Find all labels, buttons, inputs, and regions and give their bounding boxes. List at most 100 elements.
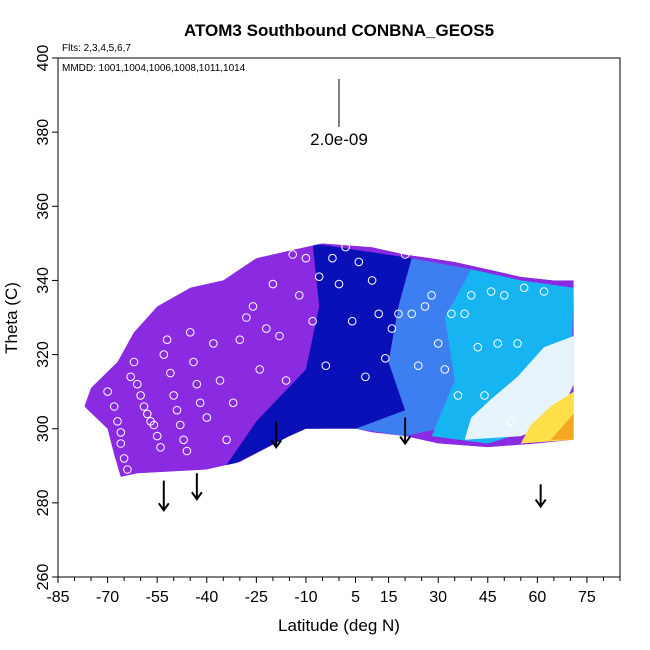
x-tick-label: 60 [528,589,546,606]
x-tick-label: 30 [429,589,447,606]
y-axis-label: Theta (C) [2,282,21,354]
x-tick-label: -70 [96,589,119,606]
observation-point [539,287,549,296]
observation-point [143,409,152,419]
down-arrow [399,417,411,446]
observation-point [427,291,436,300]
observation-point [242,313,251,322]
observation-point [295,291,304,300]
observation-point [109,402,119,411]
observation-point [347,316,357,326]
observation-point [152,431,162,441]
flights-subtitle: Flts: 2,3,4,5,6,7 [62,43,131,54]
down-arrow [534,484,547,509]
observation-point [119,454,129,463]
observation-point [113,417,122,426]
observation-point [480,391,489,400]
observation-point [268,279,278,289]
observation-point [248,302,258,311]
observation-point [400,250,410,259]
plot-area [84,242,574,477]
observation-point [341,242,350,252]
observation-point [407,309,417,319]
observation-point [255,365,265,374]
observation-point [513,339,522,348]
y-tick-label: 260 [35,564,52,591]
arrow-head [534,498,547,509]
observation-point [500,291,509,300]
y-tick-label: 320 [35,341,52,368]
observation-point [328,253,337,263]
observation-point [215,376,225,385]
x-tick-label: -40 [195,589,218,606]
observation-point [288,250,298,259]
observation-point [381,354,390,363]
x-tick-label: 15 [380,589,398,606]
x-tick-label: -55 [146,589,169,606]
observation-point [222,435,231,445]
observation-point [506,417,516,426]
observation-point [361,372,370,382]
x-tick-label: -25 [245,589,268,606]
arrow-head [270,439,283,449]
observation-point [440,365,450,374]
orange-zone [550,413,574,440]
observation-point [228,398,238,408]
color-regions [84,243,574,477]
observation-point [156,443,165,452]
observation-point [334,279,344,289]
observation-point [447,309,456,319]
profile-arrows [157,417,547,512]
x-axis-label: Latitude (deg N) [278,616,400,635]
down-arrow [270,421,283,449]
observation-point [314,272,324,282]
observation-point [466,291,476,300]
observation-point [195,398,205,408]
observation-point [493,339,503,348]
observation-point [103,387,112,396]
arrow-head [399,435,411,446]
y-tick-label: 300 [35,415,52,442]
y-tick-label: 400 [35,45,52,72]
observation-point [301,253,311,263]
observation-point [308,316,317,326]
y-tick-label: 380 [35,119,52,146]
x-tick-label: -10 [294,589,317,606]
observation-point [235,335,245,345]
observation-point [126,372,135,382]
observation-point [123,465,132,474]
x-tick-label: 75 [578,589,596,606]
observation-point [116,313,126,322]
observation-point [275,331,284,341]
observation-point [169,391,178,400]
purple-zone [84,243,320,477]
observation-point [192,379,202,389]
observation-point [354,257,364,267]
observation-point [486,287,496,296]
y-tick-label: 360 [35,193,52,220]
observation-point [166,368,175,378]
x-tick-label: 5 [351,589,360,606]
observation-point [172,405,182,415]
y-tick-label: 280 [35,489,52,516]
observation-point [176,420,185,430]
arrow-head [157,502,170,512]
observation-point [453,391,463,400]
scale-label: 2.0e-09 [310,130,368,149]
down-arrow [157,480,170,512]
observation-point [262,324,271,333]
observation-point [133,379,142,389]
observation-point [129,357,139,367]
y-axis: 260 280 300 320 340 360 380 400 [35,45,58,591]
observation-point [189,357,198,367]
observation-point [433,339,443,348]
observation-point [387,324,397,333]
observation-point [367,276,377,285]
y-tick-label: 340 [35,267,52,294]
arrow-head [191,491,203,501]
data-points [103,242,549,474]
observation-point [159,350,169,359]
observation-point [519,283,529,293]
dates-subtitle: MMDD: 1001,1004,1006,1008,1011,1014 [62,63,246,74]
